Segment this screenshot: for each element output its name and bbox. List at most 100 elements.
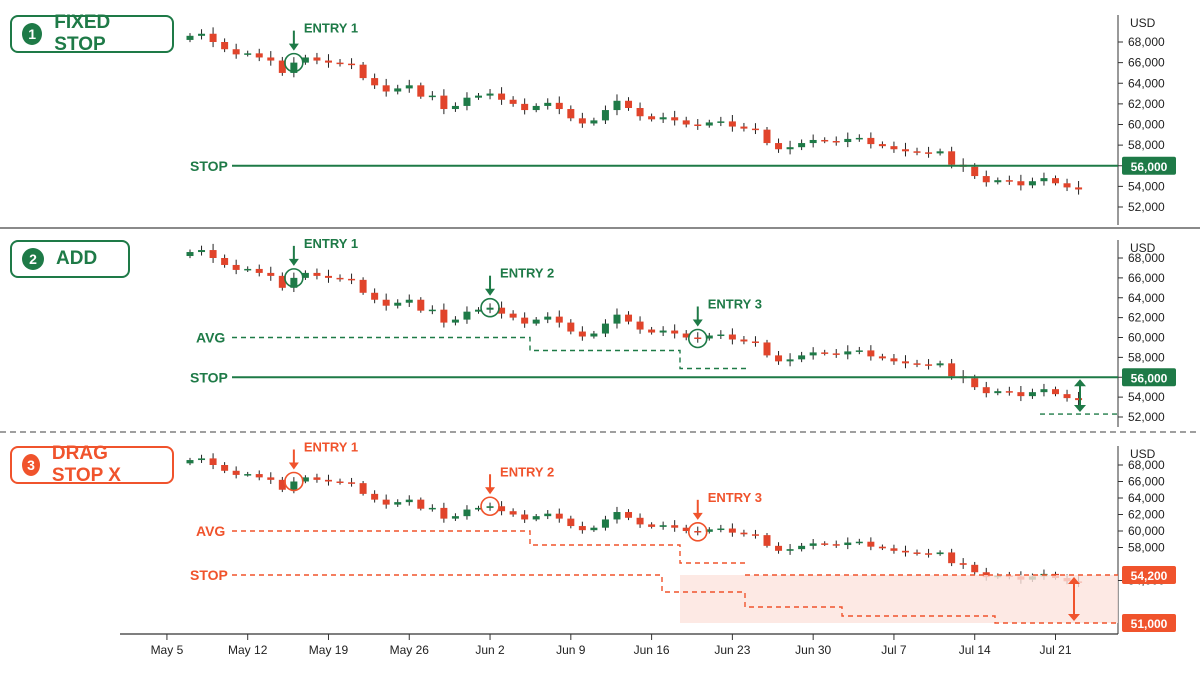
candle-body	[751, 341, 759, 343]
candle-body	[775, 143, 783, 150]
candle-body	[936, 151, 944, 154]
candle-body	[751, 128, 759, 131]
candle-body	[509, 313, 517, 318]
x-tick-label: Jul 14	[959, 643, 991, 657]
candle-body	[740, 339, 748, 342]
candle-body	[648, 329, 656, 333]
candle-body	[186, 460, 194, 464]
candle-body	[348, 482, 356, 484]
candle-body	[313, 57, 321, 61]
candle-body	[717, 121, 725, 123]
candle-body	[671, 525, 679, 528]
candle-body	[324, 60, 332, 63]
candle-body	[659, 117, 667, 120]
candle-body	[544, 513, 552, 517]
candle-body	[555, 316, 563, 323]
candle-body	[925, 152, 933, 154]
candle-body	[717, 528, 725, 531]
panel-2-badge: 2 ADD	[10, 240, 130, 278]
entry-label: ENTRY 2	[500, 464, 554, 479]
stop-value-tag	[1122, 368, 1176, 387]
candle-body	[440, 309, 448, 323]
candle-body	[428, 309, 436, 312]
candle-body	[867, 541, 875, 547]
candle-body	[705, 529, 713, 532]
x-tick-label: May 5	[151, 643, 184, 657]
candle-body	[532, 516, 540, 520]
candle-body	[555, 102, 563, 110]
candle-body	[498, 307, 506, 314]
candle-body	[221, 258, 229, 265]
candle-body	[290, 277, 298, 288]
candle-body	[324, 479, 332, 482]
entry-circle	[687, 328, 708, 349]
y-axis-unit: USD	[1130, 16, 1156, 30]
entry-circle	[480, 297, 500, 318]
x-tick-label: Jun 16	[634, 643, 670, 657]
candle-body	[763, 342, 771, 356]
y-tick-label: 62,000	[1128, 97, 1165, 111]
candle-body	[301, 57, 309, 63]
entry-label: ENTRY 1	[304, 440, 358, 455]
avg-label: AVG	[196, 330, 225, 346]
candle-body	[394, 88, 402, 92]
candle-body	[544, 102, 552, 106]
candle-body	[890, 548, 898, 551]
candle-body	[855, 541, 863, 544]
candle-body	[798, 355, 806, 360]
y-tick-label: 54,000	[1128, 179, 1165, 193]
candle-body	[486, 307, 494, 310]
candle-body	[821, 139, 829, 142]
candle-body	[728, 334, 736, 340]
candle-body	[209, 250, 217, 258]
candle-body	[901, 361, 909, 364]
candle-body	[659, 330, 667, 333]
candle-body	[382, 499, 390, 505]
candle-body	[694, 124, 702, 126]
candle-body	[405, 299, 413, 303]
stop-label: STOP	[190, 369, 228, 385]
candle-body	[371, 493, 379, 500]
candle-body	[509, 511, 517, 515]
candle-body	[913, 151, 921, 153]
avg-label: AVG	[196, 523, 225, 539]
candle-body	[694, 531, 702, 533]
candle-body	[855, 350, 863, 352]
entry-arrowhead	[692, 512, 703, 520]
candle-body	[948, 363, 956, 377]
candle-body	[728, 528, 736, 533]
candle-body	[613, 512, 621, 520]
drag-zone	[680, 575, 1118, 623]
x-tick-label: Jun 2	[475, 643, 505, 657]
candle-body	[371, 78, 379, 86]
entry-label: ENTRY 3	[708, 296, 762, 311]
candle-body	[636, 108, 644, 117]
candle-body	[636, 321, 644, 330]
candle-body	[578, 331, 586, 337]
candle-body	[601, 519, 609, 528]
bottom-value: 51,000	[1131, 617, 1168, 631]
candle-body	[890, 358, 898, 362]
candle-body	[290, 62, 298, 73]
candle-body	[475, 507, 482, 510]
candle-body	[463, 509, 471, 517]
candle-body	[417, 85, 425, 97]
candle-body	[971, 166, 979, 177]
candle-body	[682, 120, 690, 125]
candle-body	[844, 138, 852, 143]
stop-value: 56,000	[1131, 160, 1168, 174]
candle-body	[901, 149, 909, 152]
candle-body	[832, 544, 840, 546]
y-tick-label: 60,000	[1128, 524, 1165, 538]
candle-body	[867, 350, 875, 357]
y-tick-label: 64,000	[1128, 291, 1165, 305]
candle-body	[578, 118, 586, 124]
y-tick-label: 62,000	[1128, 508, 1165, 522]
candle-body	[348, 278, 356, 281]
candle-body	[232, 470, 240, 475]
candle-body	[267, 477, 275, 480]
candle-body	[1028, 181, 1036, 186]
candle-body	[544, 316, 552, 320]
candle-body	[763, 535, 771, 546]
y-tick-label: 60,000	[1128, 118, 1165, 132]
